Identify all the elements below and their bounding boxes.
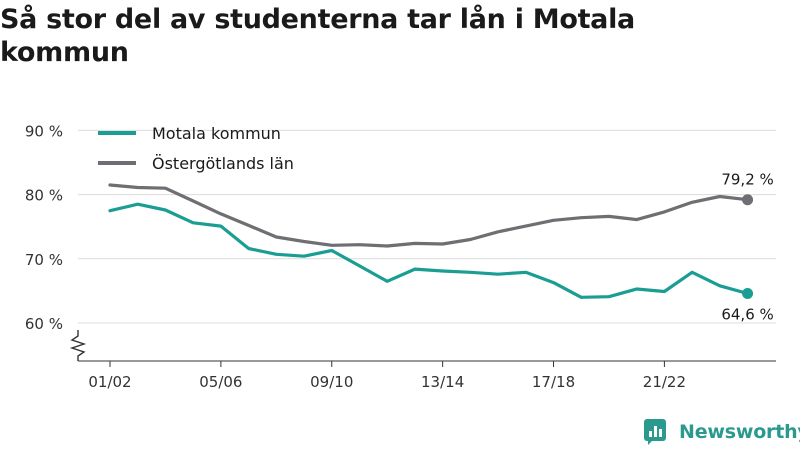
x-tick-label: 17/18 [532,373,575,391]
series-lines [108,183,750,299]
series-line [108,202,750,299]
axis-break-mark [69,330,87,361]
y-axis-ticks: 60 % 70 % 80 % 90 % [25,122,63,333]
newsworthy-logo-icon [644,419,666,445]
end-point [742,194,754,206]
y-tick-label: 70 % [25,251,63,269]
gridlines [78,129,776,324]
legend-label: Östergötlands län [152,154,294,173]
chart-title: Så stor del av studenterna tar lån i Mot… [0,4,635,68]
y-tick-label: 80 % [25,187,63,205]
legend: Motala kommun Östergötlands län [98,124,294,173]
legend-label: Motala kommun [152,124,281,143]
y-tick-label: 60 % [25,315,63,333]
y-axis-break [69,330,87,361]
end-labels: 64,6 % 79,2 % [721,171,773,324]
brand-logo: Newsworthy [644,419,800,445]
x-axis: 01/02 05/06 09/10 13/14 17/18 21/22 [78,360,776,391]
end-value-label: 79,2 % [721,171,773,189]
x-tick-label: 05/06 [199,373,242,391]
x-tick-label: 09/10 [310,373,353,391]
y-tick-label: 90 % [25,122,63,140]
end-point [742,287,754,299]
brand-name: Newsworthy [679,421,800,443]
x-tick-label: 13/14 [421,373,464,391]
x-tick-label: 21/22 [643,373,686,391]
series-line [108,183,750,248]
end-value-label: 64,6 % [721,305,773,323]
x-tick-label: 01/02 [88,373,131,391]
